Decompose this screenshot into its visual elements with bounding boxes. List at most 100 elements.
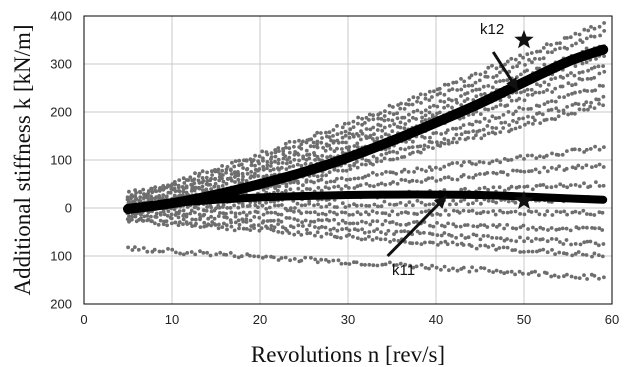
scatter-point — [197, 181, 202, 185]
scatter-point — [173, 220, 178, 225]
scatter-point — [454, 202, 459, 207]
scatter-point — [471, 175, 476, 180]
scatter-point — [391, 157, 395, 162]
scatter-point — [518, 125, 522, 129]
scatter-point — [569, 111, 574, 116]
scatter-point — [542, 62, 547, 67]
scatter-point — [558, 240, 562, 244]
scatter-point — [233, 159, 238, 164]
scatter-point — [332, 149, 337, 154]
scatter-point — [573, 275, 578, 280]
scatter-point — [483, 107, 487, 111]
scatter-point — [327, 218, 332, 223]
scatter-point — [315, 130, 320, 135]
scatter-point — [343, 205, 348, 210]
scatter-point — [190, 217, 195, 222]
scatter-point — [273, 203, 277, 208]
scatter-point — [164, 194, 169, 199]
scatter-point — [169, 183, 174, 188]
scatter-point — [461, 265, 466, 270]
scatter-point — [569, 71, 573, 75]
scatter-point — [372, 184, 376, 189]
scatter-point — [537, 248, 542, 253]
scatter-point — [576, 250, 581, 254]
scatter-point — [252, 223, 256, 228]
scatter-point — [379, 230, 383, 235]
scatter-point — [477, 160, 482, 164]
scatter-point — [438, 213, 443, 217]
scatter-point — [529, 210, 534, 214]
scatter-point — [360, 122, 364, 127]
scatter-point — [545, 250, 550, 255]
scatter-point — [352, 163, 356, 168]
scatter-point — [169, 212, 174, 217]
scatter-point — [375, 156, 379, 161]
scatter-point — [565, 73, 570, 78]
scatter-point — [469, 73, 474, 78]
scatter-point — [430, 232, 435, 237]
scatter-point — [323, 148, 328, 153]
scatter-point — [450, 98, 454, 103]
scatter-point — [549, 77, 554, 81]
scatter-point — [184, 214, 189, 219]
scatter-point — [403, 122, 408, 126]
scatter-point — [355, 145, 360, 149]
scatter-point — [540, 112, 545, 117]
scatter-point — [205, 205, 210, 209]
scatter-point — [309, 179, 313, 184]
scatter-point — [371, 154, 376, 159]
scatter-point — [426, 145, 431, 149]
scatter-point — [462, 84, 467, 88]
scatter-point — [248, 176, 253, 180]
scatter-point — [436, 243, 440, 247]
scatter-point — [523, 63, 527, 67]
scatter-point — [507, 95, 512, 99]
scatter-point — [451, 222, 456, 227]
scatter-point — [201, 208, 206, 213]
scatter-point — [221, 179, 226, 184]
scatter-point — [382, 199, 387, 204]
scatter-point — [418, 231, 422, 236]
scatter-point — [445, 242, 450, 247]
scatter-point — [138, 195, 143, 200]
scatter-point — [371, 263, 376, 268]
scatter-point — [177, 220, 182, 225]
scatter-point — [572, 73, 577, 78]
scatter-point — [154, 215, 159, 219]
scatter-point — [391, 180, 395, 184]
scatter-point — [398, 106, 403, 111]
scatter-point — [309, 219, 313, 224]
scatter-point — [410, 145, 415, 150]
scatter-point — [541, 227, 546, 231]
scatter-point — [312, 180, 316, 185]
scatter-point — [510, 248, 515, 253]
scatter-point — [255, 210, 260, 215]
scatter-point — [196, 206, 201, 211]
scatter-point — [419, 242, 424, 247]
scatter-point — [498, 269, 503, 274]
scatter-point — [279, 256, 284, 260]
scatter-point — [359, 237, 364, 242]
scatter-point — [304, 187, 309, 191]
scatter-point — [394, 171, 399, 176]
scatter-point — [588, 184, 593, 189]
scatter-point — [522, 157, 526, 161]
scatter-point — [549, 43, 553, 47]
scatter-point — [399, 229, 404, 234]
scatter-point — [463, 223, 467, 228]
scatter-point — [435, 212, 439, 216]
scatter-point — [503, 120, 508, 125]
scatter-point — [272, 225, 277, 230]
scatter-point — [419, 200, 424, 205]
scatter-point — [534, 184, 539, 188]
scatter-point — [451, 208, 456, 213]
scatter-point — [566, 93, 571, 97]
scatter-point — [241, 210, 246, 215]
scatter-point — [505, 270, 510, 274]
scatter-point — [152, 247, 157, 252]
scatter-point — [291, 225, 296, 230]
scatter-point — [526, 114, 530, 119]
scatter-point — [550, 248, 554, 252]
scatter-point — [581, 208, 586, 213]
scatter-point — [193, 210, 197, 215]
